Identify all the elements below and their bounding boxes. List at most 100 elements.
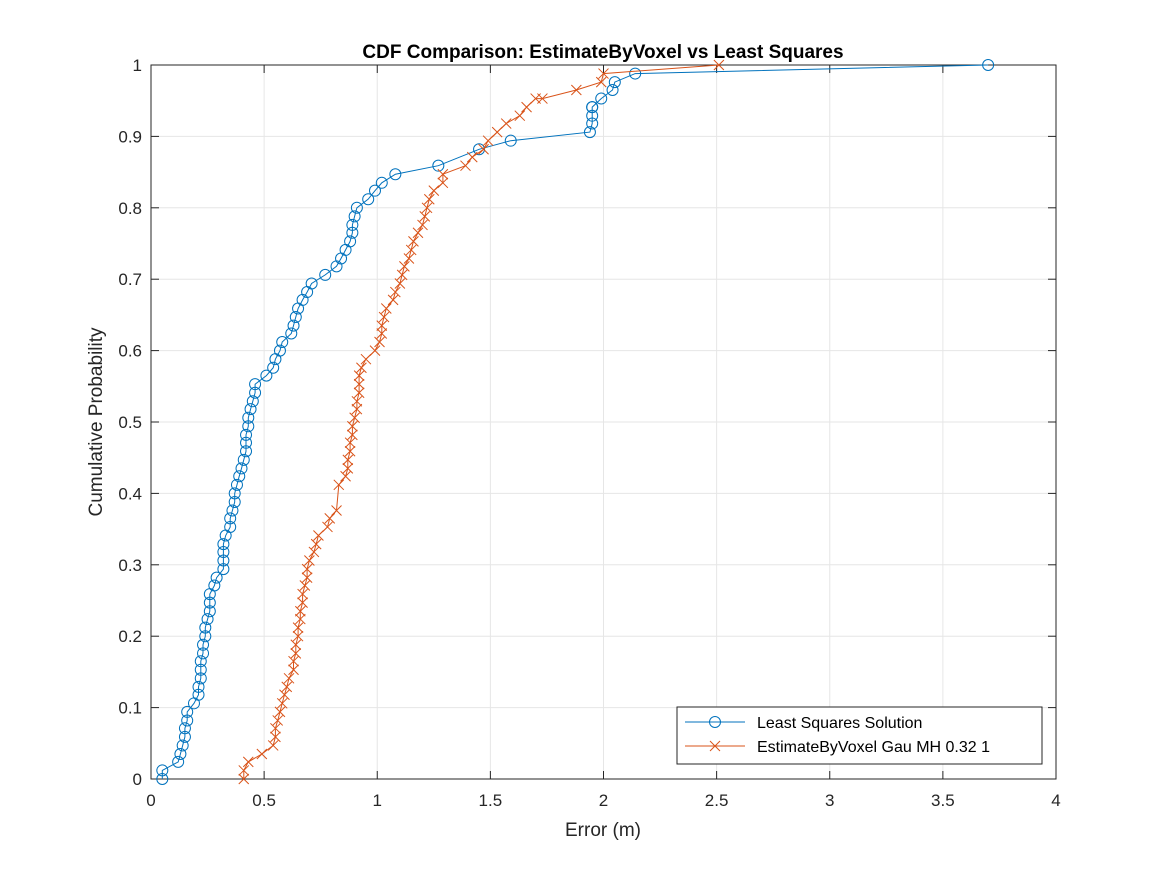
data-point-x bbox=[598, 68, 609, 79]
data-point-x bbox=[297, 588, 308, 600]
data-point-x bbox=[351, 395, 363, 407]
data-point-x bbox=[466, 151, 478, 163]
axis-ticks: 0 0.5 1 1.5 2 2.5 3 3.5 4 0 0.1 0.2 0.3 0.4 0.5 0.6 0.7 0… bbox=[118, 56, 1060, 810]
y-tick-label: 0 bbox=[133, 770, 142, 789]
data-point-circle bbox=[228, 495, 241, 508]
data-point-x bbox=[570, 84, 582, 96]
data-point-circle bbox=[350, 201, 363, 214]
data-point-circle bbox=[194, 663, 207, 676]
data-point-x bbox=[333, 479, 345, 491]
data-point-circle bbox=[194, 672, 207, 685]
data-point-circle bbox=[362, 193, 375, 206]
data-point-circle bbox=[208, 579, 221, 592]
data-point-circle bbox=[305, 277, 318, 290]
data-point-x bbox=[403, 253, 415, 264]
data-point-x bbox=[419, 211, 431, 222]
data-point-x bbox=[283, 672, 295, 684]
data-point-circle bbox=[606, 83, 619, 96]
data-point-x bbox=[322, 521, 333, 533]
data-point-circle bbox=[389, 168, 402, 181]
data-point-x bbox=[310, 538, 322, 550]
data-point-circle bbox=[210, 571, 223, 584]
data-point-x bbox=[460, 160, 471, 172]
data-point-x bbox=[389, 286, 401, 298]
data-point-circle bbox=[504, 134, 517, 147]
data-point-circle bbox=[344, 235, 357, 248]
data-point-x bbox=[360, 353, 372, 365]
data-point-x bbox=[421, 202, 433, 214]
data-point-x bbox=[331, 505, 342, 516]
data-point-circle bbox=[244, 403, 257, 416]
data-point-circle bbox=[346, 226, 359, 239]
data-point-x bbox=[304, 555, 315, 566]
data-point-circle bbox=[319, 268, 332, 281]
data-point-circle bbox=[287, 319, 300, 332]
y-tick-label: 0.6 bbox=[118, 342, 142, 361]
data-point-circle bbox=[197, 638, 210, 651]
x-tick-label: 0 bbox=[146, 791, 155, 810]
data-point-circle bbox=[181, 705, 194, 718]
data-point-circle bbox=[230, 478, 243, 491]
data-point-x bbox=[537, 93, 548, 104]
data-point-circle bbox=[240, 436, 253, 449]
data-point-x bbox=[288, 664, 299, 676]
data-point-x bbox=[299, 580, 311, 591]
data-point-x bbox=[242, 756, 254, 768]
data-point-x bbox=[342, 454, 354, 466]
data-point-circle bbox=[346, 218, 359, 231]
data-point-x bbox=[342, 463, 354, 474]
legend: Least Squares Solution EstimateByVoxel G… bbox=[676, 706, 1043, 765]
data-point-circle bbox=[242, 420, 255, 433]
y-tick-label: 0.8 bbox=[118, 199, 142, 218]
x-tick-label: 1.5 bbox=[479, 791, 503, 810]
data-point-x bbox=[521, 101, 532, 113]
data-point-x bbox=[344, 437, 356, 449]
x-tick-label: 2 bbox=[599, 791, 608, 810]
data-point-x bbox=[376, 328, 388, 339]
data-point-x bbox=[292, 622, 304, 633]
data-point-x bbox=[353, 378, 365, 390]
data-point-circle bbox=[156, 773, 169, 785]
data-point-x bbox=[279, 689, 290, 701]
data-point-x bbox=[387, 294, 399, 306]
data-point-x bbox=[292, 630, 304, 642]
y-tick-label: 0.2 bbox=[118, 627, 142, 646]
data-point-x bbox=[340, 470, 351, 482]
data-point-x bbox=[378, 311, 390, 323]
data-point-circle bbox=[192, 680, 205, 693]
series-layer bbox=[156, 59, 995, 785]
data-point-x bbox=[267, 740, 279, 751]
data-point-x bbox=[595, 76, 607, 88]
data-point-x bbox=[256, 748, 268, 760]
data-point-circle bbox=[235, 462, 248, 475]
data-point-x bbox=[423, 193, 435, 205]
y-tick-label: 0.4 bbox=[118, 484, 142, 503]
legend-box bbox=[676, 706, 1043, 765]
data-point-circle bbox=[217, 545, 230, 558]
data-point-circle bbox=[586, 117, 599, 130]
x-tick-label: 0.5 bbox=[252, 791, 276, 810]
data-point-x bbox=[308, 546, 320, 558]
data-point-x bbox=[281, 681, 293, 693]
data-point-x bbox=[500, 118, 512, 129]
data-point-circle bbox=[178, 730, 191, 743]
y-axis-title: Cumulative Probability bbox=[86, 327, 107, 517]
data-point-x bbox=[288, 655, 299, 667]
data-point-x bbox=[437, 168, 449, 180]
data-point-circle bbox=[199, 630, 212, 643]
x-tick-label: 4 bbox=[1051, 791, 1060, 810]
data-point-circle bbox=[217, 538, 230, 551]
data-point-x bbox=[374, 336, 385, 348]
y-tick-label: 1 bbox=[133, 56, 142, 75]
x-tick-label: 2.5 bbox=[705, 791, 729, 810]
data-point-circle bbox=[260, 369, 273, 382]
data-point-circle bbox=[240, 445, 253, 458]
legend-label-least-squares: Least Squares Solution bbox=[757, 715, 922, 732]
data-point-circle bbox=[224, 520, 237, 533]
data-point-x bbox=[238, 773, 250, 785]
data-point-x bbox=[514, 110, 526, 122]
data-point-x bbox=[405, 244, 417, 256]
data-point-circle bbox=[176, 739, 189, 752]
data-point-circle bbox=[217, 563, 230, 576]
